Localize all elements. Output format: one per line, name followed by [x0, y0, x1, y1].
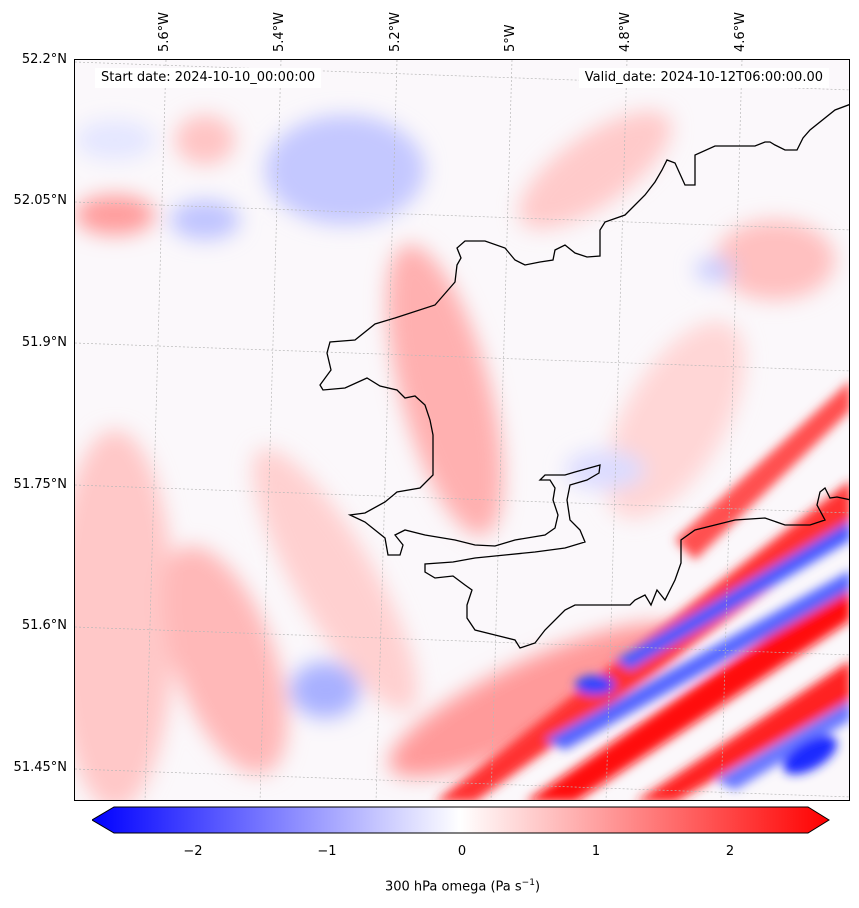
colorbar-gradient — [92, 806, 830, 834]
map-panel — [74, 59, 850, 801]
lon-label-4: 5°W — [503, 24, 518, 52]
lon-label-6: 4.6°W — [733, 11, 748, 52]
colorbar-tick-4: 1 — [591, 844, 601, 859]
lat-label-5: 51.6°N — [21, 618, 67, 633]
omega-field-broad — [75, 110, 835, 800]
lat-label-6: 51.45°N — [13, 760, 67, 775]
colorbar-tick-1: −2 — [183, 844, 203, 859]
lat-label-1: 52.2°N — [21, 52, 67, 67]
omega-field-map — [75, 60, 849, 800]
lon-label-5: 4.8°W — [618, 11, 633, 52]
start-date-label: Start date: 2024-10-10_00:00:00 — [95, 68, 322, 88]
lon-label-1: 5.6°W — [157, 11, 172, 52]
lon-label-3: 5.2°W — [388, 11, 403, 52]
colorbar-label-exponent: −1 — [521, 878, 535, 888]
lat-label-2: 52.05°N — [13, 193, 67, 208]
colorbar-label: 300 hPa omega (Pa s−1) — [0, 878, 859, 894]
lon-label-2: 5.4°W — [272, 11, 287, 52]
colorbar — [92, 806, 830, 834]
coastline — [319, 104, 849, 649]
colorbar-label-suffix: ) — [534, 879, 541, 895]
colorbar-tick-5: 2 — [725, 844, 735, 859]
colorbar-label-text: 300 hPa omega (Pa s — [384, 879, 522, 895]
lat-label-3: 51.9°N — [21, 335, 67, 350]
lat-label-4: 51.75°N — [13, 477, 67, 492]
valid-date-label: Valid_date: 2024-10-12T06:00:00.00 — [578, 68, 829, 88]
map-gridlines — [75, 60, 849, 800]
colorbar-tick-2: −1 — [317, 844, 337, 859]
colorbar-tick-3: 0 — [457, 844, 467, 859]
